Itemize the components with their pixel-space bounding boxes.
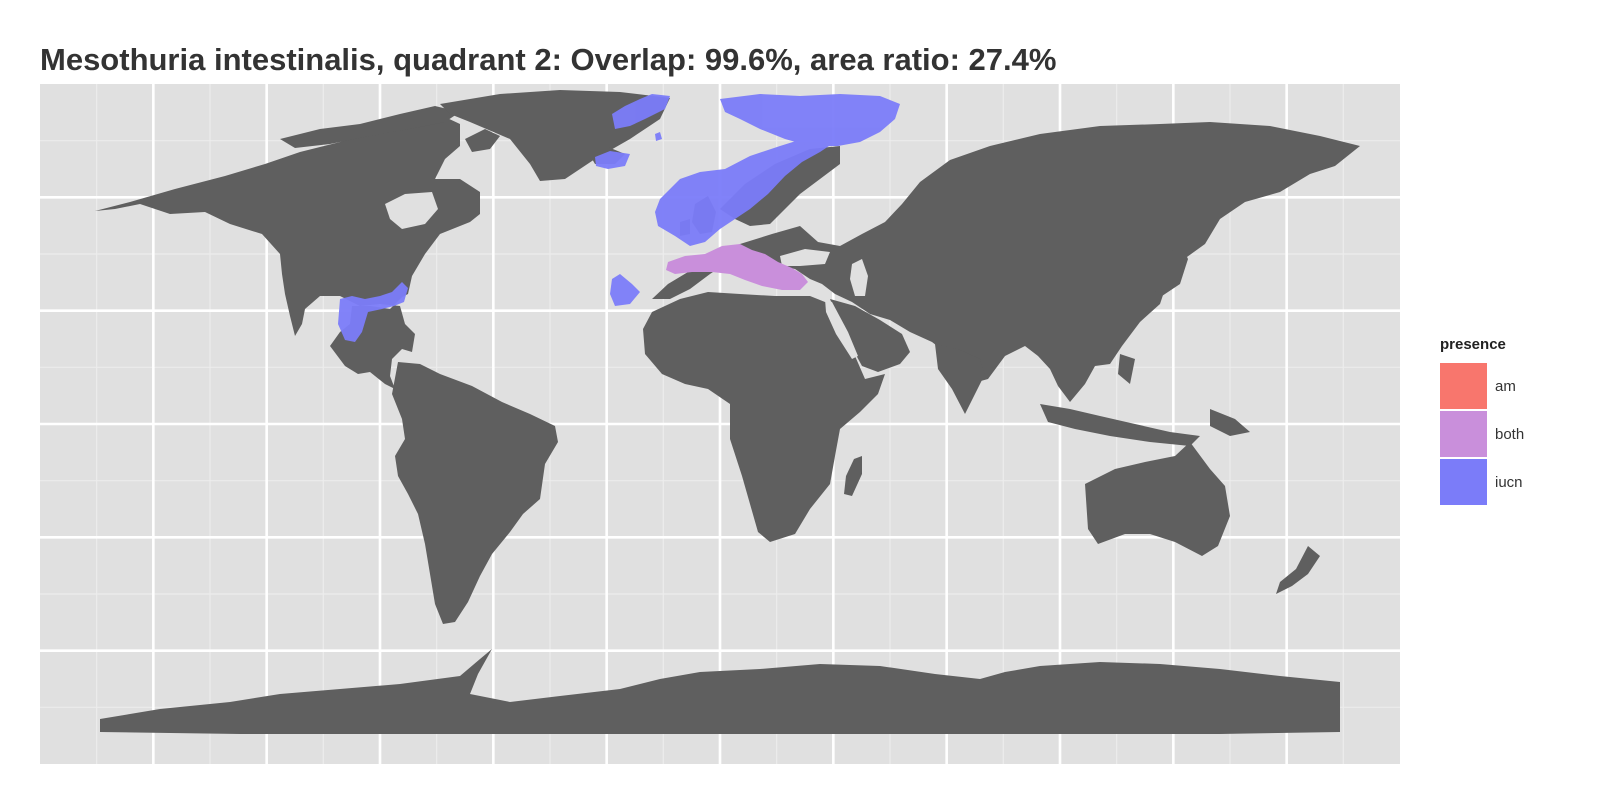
- north-america-landmass: [95, 117, 480, 389]
- map-panel: [40, 84, 1400, 764]
- legend-item-iucn: iucn: [1440, 458, 1524, 506]
- both-range-mediterranean: [666, 244, 808, 290]
- legend: presence am both iucn: [1440, 336, 1524, 506]
- iucn-range-gulf-of-mexico: [338, 282, 408, 342]
- greenland: [440, 90, 670, 181]
- africa: [643, 292, 885, 542]
- legend-item-both: both: [1440, 410, 1524, 458]
- south-america: [392, 362, 558, 624]
- japan: [1152, 242, 1188, 296]
- new-zealand: [1276, 546, 1320, 594]
- canadian-arctic-islands: [280, 106, 500, 152]
- iucn-range-northeast-atlantic: [655, 134, 835, 246]
- hudson-bay-water: [385, 192, 438, 229]
- antarctica: [100, 649, 1340, 734]
- range-both-layer: [666, 244, 808, 290]
- iucn-range-barents-sea: [720, 94, 900, 146]
- iucn-range-canary-islands: [610, 274, 640, 306]
- iucn-range-greenland-iceland: [595, 94, 670, 169]
- caspian-sea: [780, 249, 868, 359]
- arabian-peninsula: [830, 299, 910, 372]
- legend-label-both: both: [1495, 425, 1525, 443]
- black-sea-water: [780, 249, 830, 266]
- world-map: [40, 84, 1400, 764]
- india: [935, 344, 985, 414]
- land-layer: [95, 90, 1360, 734]
- range-iucn-layer: [338, 94, 900, 342]
- red-sea-water: [825, 299, 858, 359]
- madagascar: [844, 456, 862, 496]
- eurasia: [652, 122, 1360, 402]
- legend-label-am: am: [1495, 377, 1516, 395]
- legend-item-am: am: [1440, 362, 1524, 410]
- legend-swatch-iucn: [1440, 459, 1488, 505]
- legend-swatch-both: [1440, 411, 1488, 457]
- legend-swatch-am: [1440, 363, 1488, 409]
- australia: [1085, 442, 1230, 556]
- legend-title: presence: [1440, 336, 1506, 353]
- caspian-sea-water: [850, 259, 868, 296]
- legend-label-iucn: iucn: [1495, 473, 1523, 491]
- map-title: Mesothuria intestinalis, quadrant 2: Ove…: [40, 42, 1057, 77]
- southeast-asia-islands: [1040, 354, 1250, 446]
